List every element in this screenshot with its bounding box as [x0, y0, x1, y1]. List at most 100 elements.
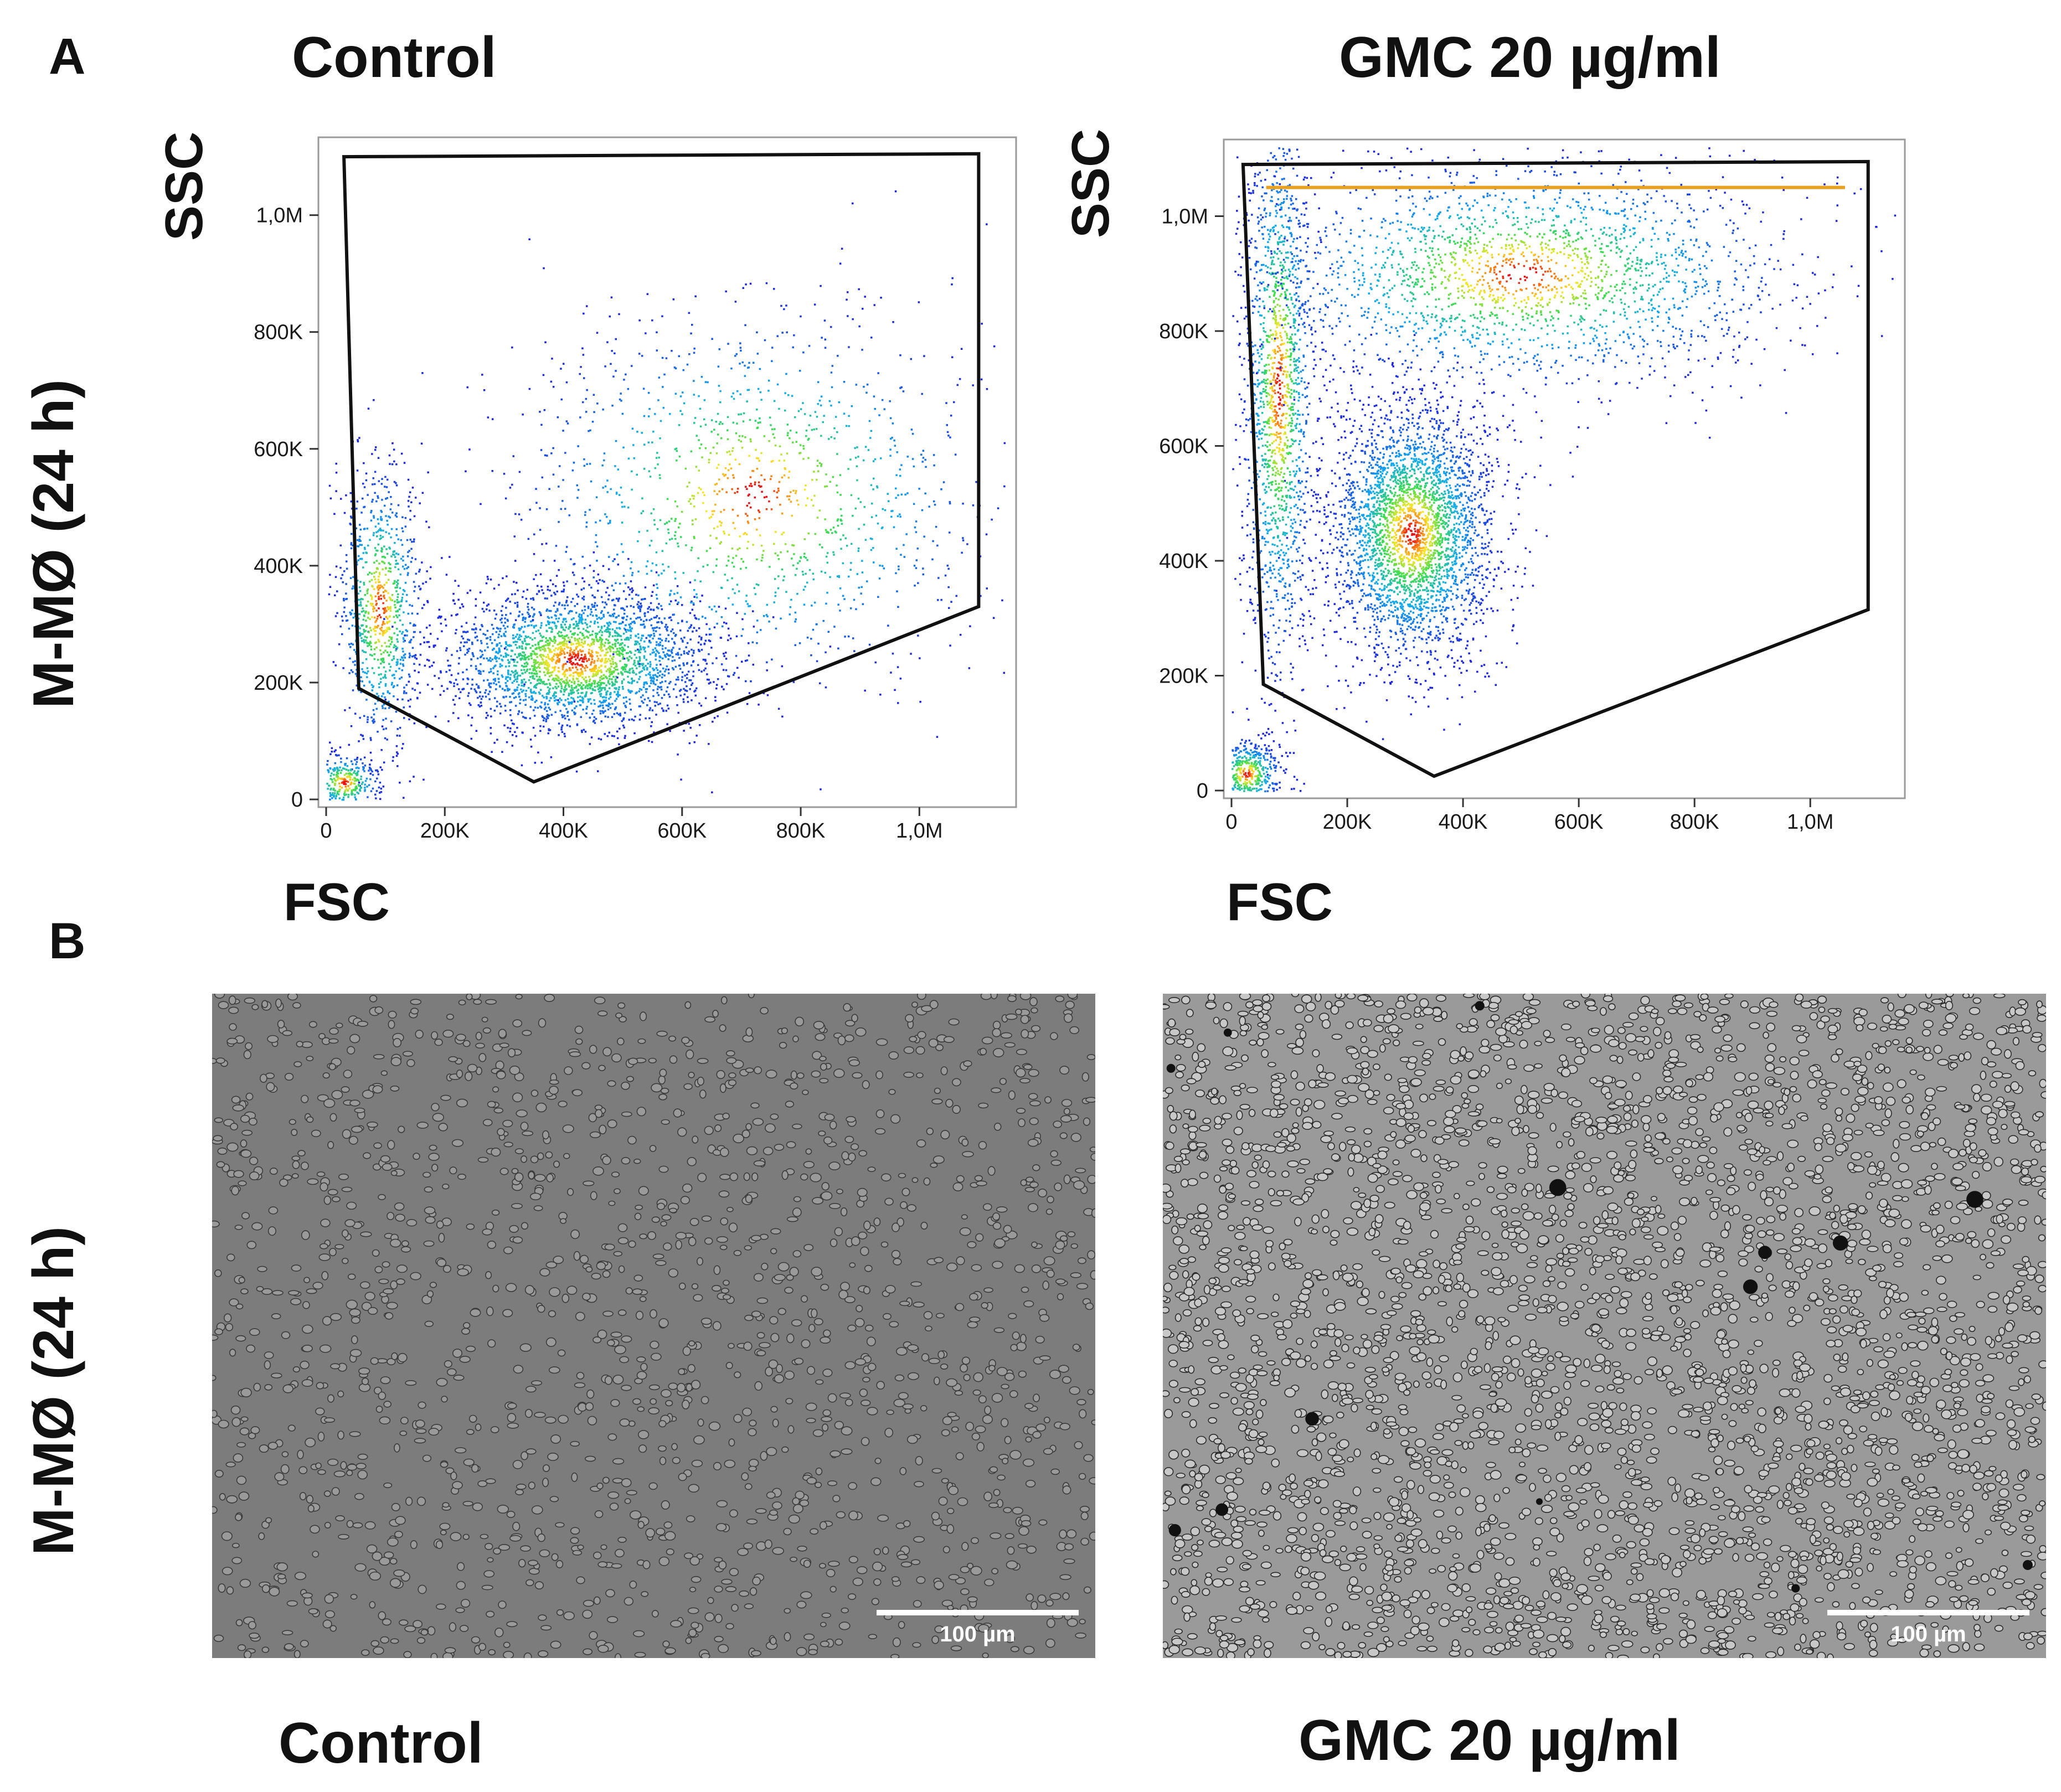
- event-point: [543, 267, 545, 270]
- event-point: [746, 389, 749, 391]
- event-point: [653, 731, 655, 734]
- event-point: [802, 574, 805, 576]
- event-point: [829, 645, 832, 648]
- event-point: [749, 605, 751, 607]
- event-point: [672, 667, 674, 669]
- event-point: [693, 394, 695, 396]
- event-point: [486, 608, 488, 611]
- event-point: [900, 493, 903, 495]
- event-point: [382, 660, 384, 663]
- event-point: [614, 645, 616, 647]
- event-point: [346, 598, 348, 600]
- event-point: [573, 633, 575, 636]
- event-point: [558, 660, 560, 663]
- event-point: [380, 483, 383, 485]
- event-point: [560, 726, 563, 729]
- event-point: [899, 354, 901, 357]
- event-point: [921, 509, 924, 512]
- event-point: [385, 616, 388, 618]
- event-point: [825, 602, 827, 605]
- event-point: [350, 725, 353, 727]
- event-point: [705, 663, 708, 665]
- event-point: [359, 601, 362, 603]
- event-point: [360, 691, 362, 693]
- event-point: [599, 629, 602, 632]
- event-point: [612, 560, 614, 562]
- event-point: [528, 679, 530, 681]
- event-point: [577, 624, 579, 627]
- event-point: [468, 648, 471, 650]
- event-point: [692, 660, 695, 662]
- event-point: [552, 657, 554, 659]
- event-point: [413, 631, 415, 633]
- event-point: [490, 682, 492, 685]
- event-point: [523, 665, 525, 668]
- event-point: [532, 650, 534, 653]
- event-point: [365, 605, 368, 607]
- event-point: [854, 447, 856, 450]
- event-point: [532, 597, 534, 600]
- event-point: [621, 642, 624, 644]
- event-point: [331, 747, 333, 750]
- event-point: [739, 363, 741, 365]
- event-point: [949, 531, 951, 534]
- event-point: [612, 375, 615, 378]
- event-point: [785, 304, 787, 307]
- event-point: [388, 663, 390, 665]
- event-point: [458, 697, 461, 699]
- event-point: [629, 629, 632, 631]
- event-point: [756, 529, 758, 531]
- event-point: [580, 650, 582, 653]
- event-point: [329, 741, 331, 743]
- event-point: [406, 593, 408, 596]
- event-point: [339, 778, 342, 780]
- fsc-label-left: FSC: [284, 872, 390, 932]
- event-point: [338, 782, 341, 784]
- event-point: [668, 682, 671, 685]
- event-point: [802, 445, 805, 447]
- event-point: [480, 673, 482, 675]
- event-point: [960, 348, 963, 350]
- event-point: [570, 601, 573, 603]
- event-point: [370, 519, 373, 521]
- event-point: [373, 718, 375, 721]
- event-point: [380, 550, 383, 552]
- event-point: [656, 626, 658, 628]
- event-point: [727, 555, 730, 557]
- event-point: [570, 636, 573, 638]
- event-point: [725, 669, 728, 672]
- event-point: [480, 640, 482, 642]
- event-point: [631, 627, 633, 629]
- event-point: [483, 601, 485, 604]
- event-point: [883, 408, 885, 410]
- event-point: [533, 690, 535, 693]
- event-point: [375, 571, 378, 573]
- event-point: [395, 710, 398, 713]
- event-point: [371, 500, 373, 503]
- event-point: [612, 655, 615, 658]
- event-point: [600, 645, 602, 647]
- event-point: [788, 498, 790, 500]
- event-point: [575, 612, 578, 614]
- event-point: [693, 603, 695, 606]
- event-point: [621, 673, 624, 676]
- event-point: [596, 672, 599, 674]
- event-point: [411, 688, 414, 690]
- event-point: [726, 579, 729, 581]
- event-point: [814, 411, 817, 413]
- event-point: [379, 584, 382, 587]
- event-point: [497, 628, 499, 630]
- event-point: [415, 497, 417, 499]
- event-point: [659, 686, 661, 689]
- event-point: [731, 450, 734, 452]
- event-point: [695, 596, 698, 598]
- event-point: [369, 642, 372, 644]
- event-point: [552, 447, 554, 450]
- event-point: [616, 681, 618, 683]
- event-point: [377, 585, 380, 587]
- event-point: [486, 643, 488, 645]
- event-point: [389, 598, 392, 601]
- event-point: [615, 582, 617, 585]
- event-point: [486, 657, 488, 660]
- event-point: [562, 666, 564, 669]
